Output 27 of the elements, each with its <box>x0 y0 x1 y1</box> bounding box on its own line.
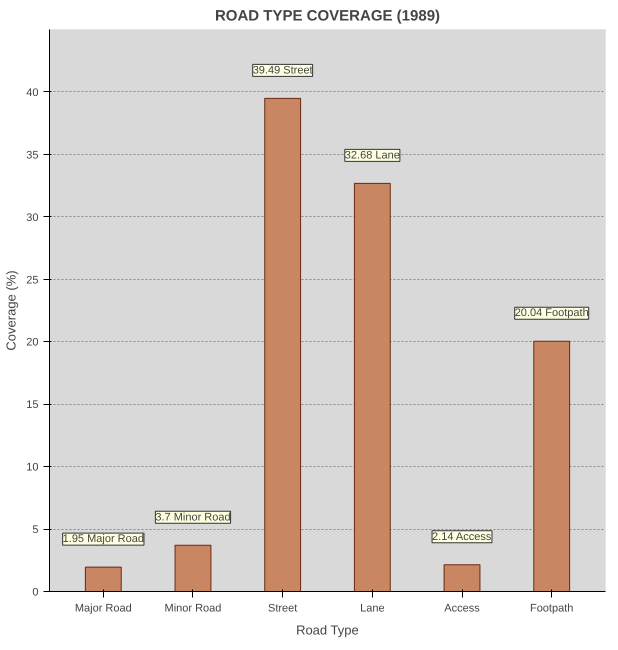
y-tick-label: 15 <box>26 399 39 412</box>
y-tick-label: 10 <box>26 462 39 474</box>
x-tick-label: Access <box>444 602 480 614</box>
bar <box>84 566 122 592</box>
x-axis-title: Road Type <box>296 622 359 638</box>
x-tick-label: Major Road <box>74 602 132 614</box>
chart-title: ROAD TYPE COVERAGE (1989) <box>214 8 440 24</box>
y-tick-label: 0 <box>32 586 39 598</box>
x-tick-label: Lane <box>360 602 385 614</box>
y-tick-label: 20 <box>26 336 39 349</box>
data-label: 1.95 Major Road <box>62 533 144 546</box>
bar <box>174 544 212 592</box>
bar <box>533 340 570 592</box>
bar <box>354 182 391 592</box>
data-label: 2.14 Access <box>432 530 492 543</box>
x-tick-label: Minor Road <box>164 602 222 614</box>
bar <box>444 564 480 592</box>
y-tick-label: 35 <box>26 149 39 162</box>
y-tick-label: 40 <box>26 86 39 99</box>
y-axis-title: Coverage (%) <box>3 270 18 351</box>
x-tick-label: Street <box>268 602 298 614</box>
x-tick-label: Footpath <box>530 602 574 614</box>
y-tick-label: 30 <box>26 212 39 224</box>
y-tick-label: 25 <box>26 274 39 286</box>
y-tick-label: 5 <box>32 524 39 536</box>
bar <box>264 98 302 592</box>
data-label: 20.04 Footpath <box>514 307 589 320</box>
